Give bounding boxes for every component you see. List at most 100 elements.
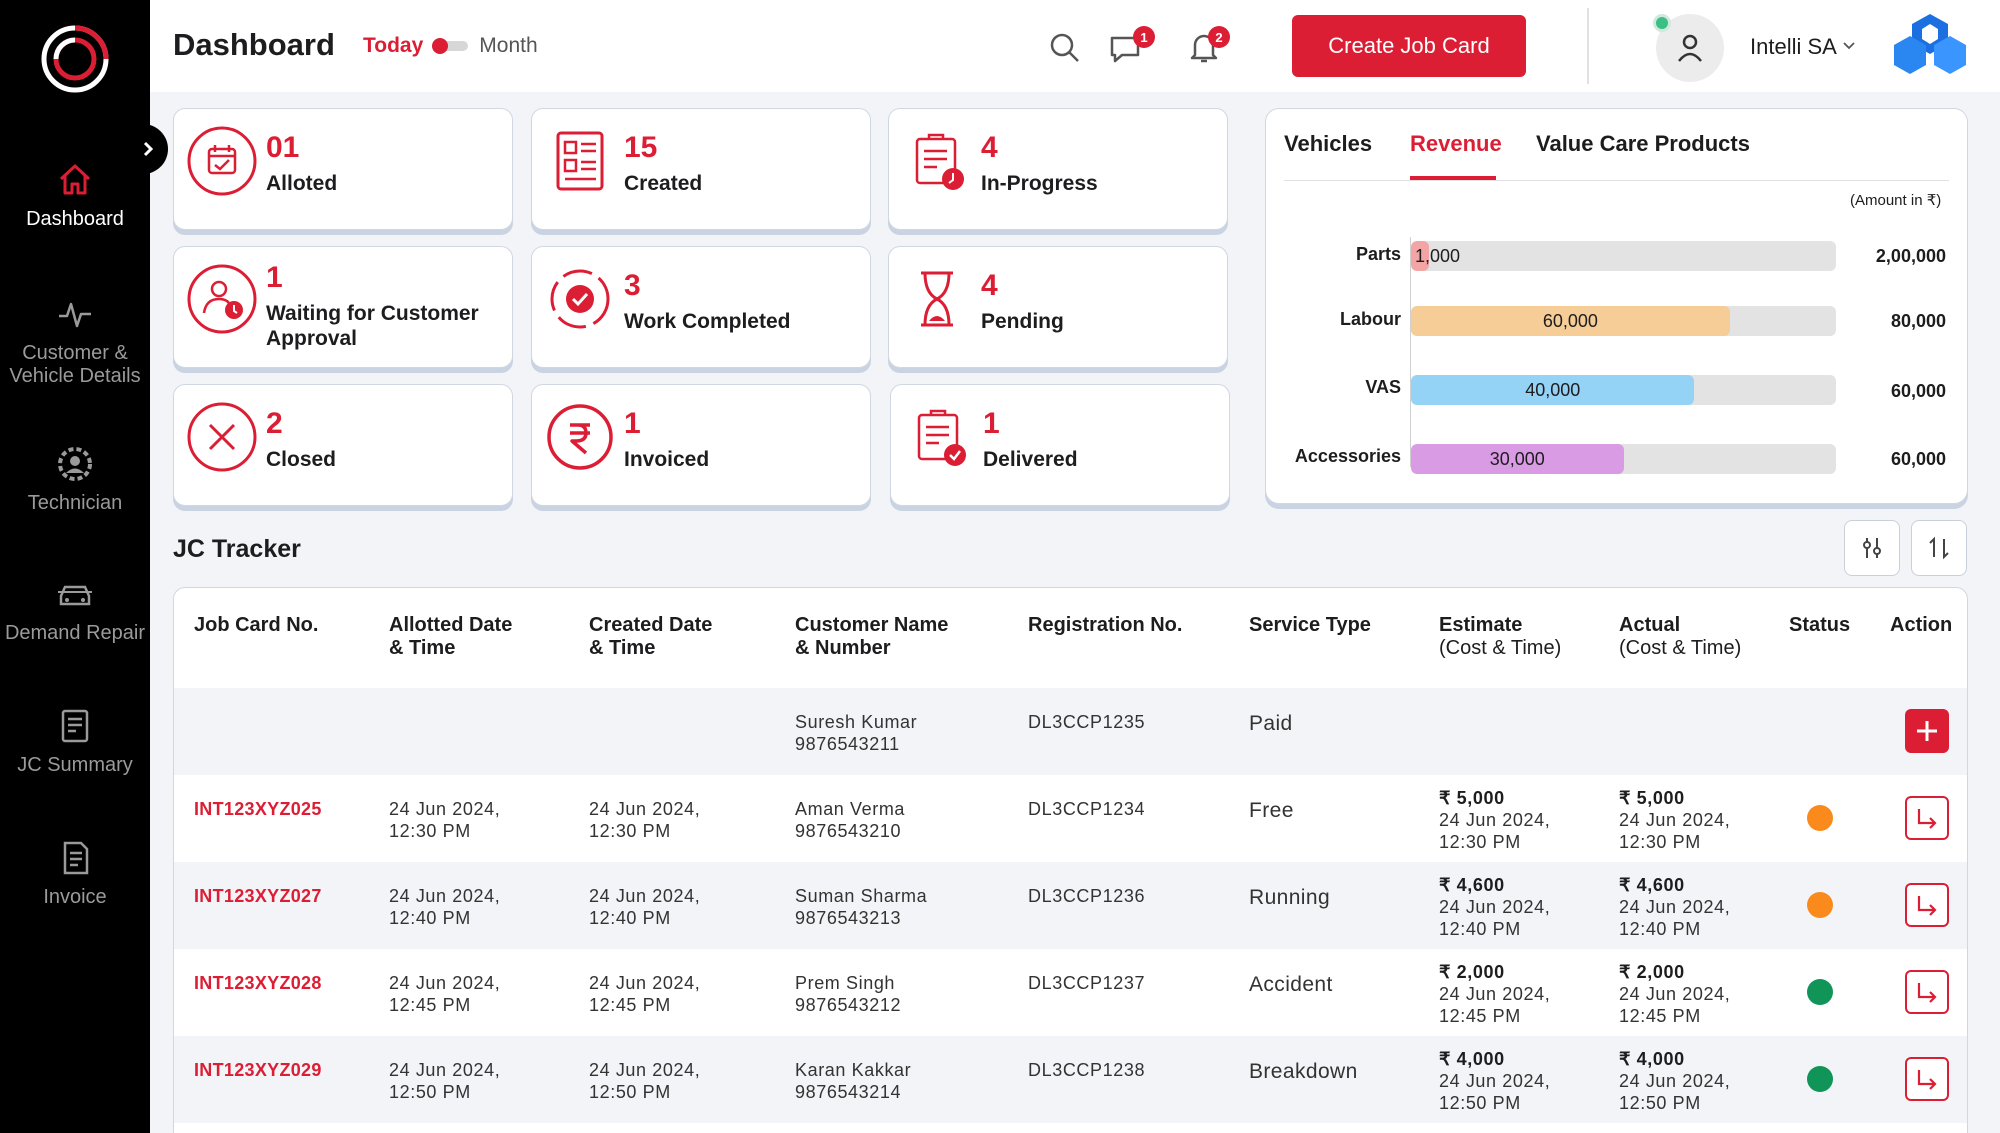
status-card-work-completed[interactable]: 3 Work Completed: [531, 246, 871, 368]
column-header[interactable]: Job Card No.: [194, 614, 319, 636]
status-card-in-progress[interactable]: 4 In-Progress: [888, 108, 1228, 230]
status-card-created[interactable]: 15 Created: [531, 108, 871, 230]
column-header[interactable]: Created Date & Time: [589, 614, 713, 659]
add-job-card-button[interactable]: [1905, 709, 1949, 753]
registration-cell: DL3CCP1234: [1028, 799, 1146, 819]
table-row[interactable]: INT123XYZ027 24 Jun 2024, 12:40 PM 24 Jun…: [174, 862, 1967, 949]
created-cell: 24 Jun 2024, 12:45 PM: [589, 973, 701, 1015]
period-switch[interactable]: [432, 38, 469, 54]
table-row[interactable]: Suresh Kumar 9876543211 DL3CCP1235 Paid: [174, 688, 1967, 775]
card-count: 4: [981, 131, 998, 164]
card-count: 15: [624, 131, 658, 164]
sidebar-item-invoice[interactable]: Invoice: [0, 838, 150, 909]
plus-icon: [1917, 721, 1937, 741]
sidebar-item-label: Customer & Vehicle Details: [9, 342, 141, 387]
registration-cell: DL3CCP1237: [1028, 973, 1146, 993]
open-job-card-button[interactable]: [1905, 796, 1949, 840]
card-label: In-Progress: [981, 172, 1098, 195]
user-icon: [1678, 34, 1702, 62]
job-card-link[interactable]: INT123XYZ029: [194, 1060, 322, 1080]
tab-value-care-products[interactable]: Value Care Products: [1536, 131, 1750, 156]
table-row[interactable]: INT123XYZ029 24 Jun 2024, 12:50 PM 24 Jun…: [174, 1036, 1967, 1123]
customer-cell: Suresh Kumar 9876543211: [795, 712, 918, 754]
sidebar-item-demand-repair[interactable]: Demand Repair: [0, 574, 150, 645]
column-header[interactable]: Registration No.: [1028, 614, 1183, 636]
revenue-row-label: Labour: [1340, 309, 1401, 329]
revenue-row-max: 60,000: [1890, 449, 1946, 469]
gear-check-icon: [550, 269, 610, 329]
invoice-icon: [63, 841, 89, 875]
service-type-cell: Paid: [1249, 712, 1293, 735]
column-header[interactable]: Allotted Date & Time: [389, 614, 513, 659]
sidebar-item-customer-vehicle[interactable]: Customer & Vehicle Details: [0, 294, 150, 388]
card-label: Pending: [981, 310, 1064, 333]
filter-button[interactable]: [1844, 520, 1900, 576]
status-dot: [1807, 805, 1833, 831]
user-name[interactable]: Intelli SA: [1750, 34, 1837, 59]
search-icon[interactable]: [1047, 30, 1083, 66]
sidebar-item-jc-summary[interactable]: JC Summary: [0, 706, 150, 777]
column-header[interactable]: Status: [1789, 614, 1851, 636]
allotted-cell: 24 Jun 2024, 12:30 PM: [389, 799, 501, 841]
sidebar-expand-button[interactable]: [128, 124, 168, 174]
revenue-bar-track: 1,000: [1411, 241, 1836, 271]
arrow-exit-icon: [1917, 1070, 1937, 1090]
column-header[interactable]: Estimate (Cost & Time): [1439, 614, 1562, 659]
actual-cell: ₹ 4,600 24 Jun 2024, 12:40 PM: [1619, 875, 1731, 939]
table-row[interactable]: INT123XYZ028 24 Jun 2024, 12:45 PM 24 Jun…: [174, 949, 1967, 1036]
jc-tracker-table: Job Card No. Allotted Date & Time Created…: [173, 587, 1968, 1133]
column-header[interactable]: Customer Name & Number: [795, 614, 949, 659]
sidebar-item-label: Invoice: [43, 886, 107, 908]
period-toggle[interactable]: Today Month: [363, 34, 538, 58]
tab-divider: [1284, 180, 1949, 181]
toggle-today-label[interactable]: Today: [363, 34, 424, 57]
status-dot: [1807, 892, 1833, 918]
status-card-closed[interactable]: 2 Closed: [173, 384, 513, 506]
job-card-link[interactable]: INT123XYZ027: [194, 886, 322, 906]
open-job-card-button[interactable]: [1905, 1057, 1949, 1101]
tab-revenue[interactable]: Revenue: [1410, 131, 1502, 156]
table-row[interactable]: INT123XYZ025 24 Jun 2024, 12:30 PM 24 Jun…: [174, 775, 1967, 862]
toggle-month-label[interactable]: Month: [479, 34, 538, 57]
sidebar-item-dashboard[interactable]: Dashboard: [0, 160, 150, 231]
revenue-bar-labour: 60,000: [1411, 306, 1730, 336]
created-cell: 24 Jun 2024, 12:50 PM: [589, 1060, 701, 1102]
sidebar-item-technician[interactable]: Technician: [0, 444, 150, 515]
card-label: Invoiced: [624, 448, 710, 471]
open-job-card-button[interactable]: [1905, 883, 1949, 927]
status-card-waiting-approval[interactable]: 1 Waiting for Customer Approval: [173, 246, 513, 368]
chevron-right-icon: [143, 141, 154, 157]
customer-cell: Karan Kakkar 9876543214: [795, 1060, 912, 1102]
calendar-check-icon: [187, 126, 257, 196]
column-header[interactable]: Action: [1890, 614, 1953, 636]
create-job-card-button[interactable]: Create Job Card: [1292, 15, 1526, 77]
job-card-link[interactable]: INT123XYZ025: [194, 799, 322, 819]
job-card-link[interactable]: INT123XYZ028: [194, 973, 322, 993]
bell-icon[interactable]: [1186, 30, 1222, 66]
status-card-delivered[interactable]: 1 Delivered: [890, 384, 1230, 506]
sidebar-item-label: JC Summary: [17, 754, 133, 776]
open-job-card-button[interactable]: [1905, 970, 1949, 1014]
service-type-cell: Breakdown: [1249, 1060, 1358, 1083]
status-card-alloted[interactable]: 01 Alloted: [173, 108, 513, 230]
customer-cell: Prem Singh 9876543212: [795, 973, 902, 1015]
car-icon: [58, 585, 92, 606]
service-type-cell: Accident: [1249, 973, 1333, 996]
user-clock-icon: [187, 264, 257, 334]
chevron-down-icon[interactable]: [1842, 38, 1856, 52]
column-header[interactable]: Service Type: [1249, 614, 1371, 636]
sort-button[interactable]: [1911, 520, 1967, 576]
app-logo-icon[interactable]: [38, 22, 112, 96]
brand-logo-icon: [1894, 14, 1966, 74]
section-title: JC Tracker: [173, 535, 301, 563]
column-header[interactable]: Actual (Cost & Time): [1619, 614, 1742, 659]
status-card-pending[interactable]: 4 Pending: [888, 246, 1228, 368]
sidebar-item-label: Technician: [27, 492, 123, 514]
summary-icon: [61, 709, 89, 743]
card-label: Created: [624, 172, 703, 195]
bar-axis: [1410, 237, 1411, 467]
notifications-badge: 2: [1208, 26, 1230, 48]
status-card-invoiced[interactable]: 1 Invoiced: [531, 384, 871, 506]
header-divider: [1587, 8, 1589, 84]
tab-vehicles[interactable]: Vehicles: [1284, 131, 1373, 156]
